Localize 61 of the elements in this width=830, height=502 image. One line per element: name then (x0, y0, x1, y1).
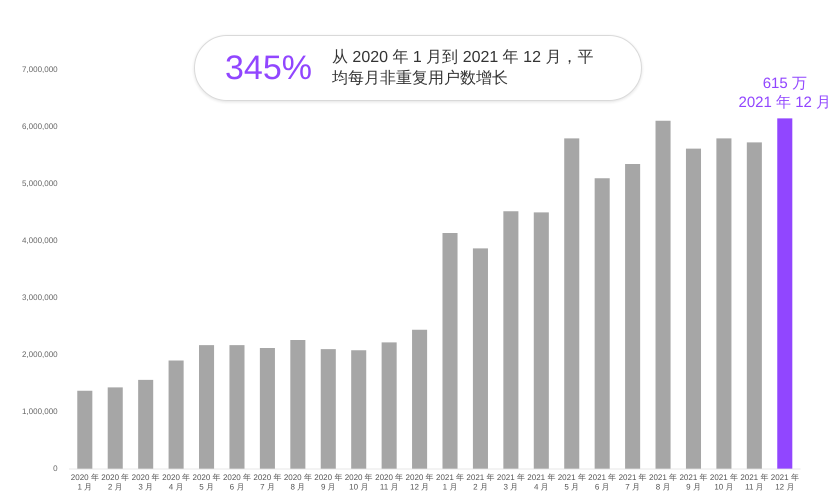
bar (716, 138, 732, 469)
y-tick-label: 2,000,000 (22, 350, 58, 360)
x-tick-label: 2020 年 9 月 (314, 472, 342, 492)
bar (290, 340, 306, 469)
x-tick-label: 2021 年 3 月 (496, 472, 525, 492)
x-tick-label: 2020 年 6 月 (222, 472, 251, 492)
x-tick-label: 2021 年 9 月 (679, 472, 708, 492)
x-tick-label: 2020 年 7 月 (253, 472, 282, 492)
x-tick-label: 2021 年 12 月 (770, 472, 799, 492)
x-tick-label: 2020 年 11 月 (375, 472, 404, 492)
y-tick-label: 7,000,000 (22, 65, 58, 74)
bar (412, 330, 428, 469)
x-tick-label: 2020 年 12 月 (406, 472, 434, 492)
bar (442, 232, 458, 469)
x-tick-label: 2021 年 8 月 (649, 472, 678, 492)
x-tick-label: 2021 年 5 月 (558, 472, 586, 492)
x-tick-label: 2020 年 10 月 (344, 472, 373, 492)
bar (77, 390, 92, 469)
bar (564, 138, 580, 469)
y-tick-label: 4,000,000 (22, 236, 58, 246)
annotation: 从 2020 年 1 月到 2021 年 12 月，平均每月非重复用户数增长 (332, 48, 594, 89)
bar (168, 360, 184, 469)
bar (320, 349, 336, 469)
x-tick-label: 2020 年 5 月 (192, 472, 221, 492)
x-tick-label: 2020 年 1 月 (70, 472, 99, 492)
x-tick-label: 2021 年 10 月 (710, 472, 738, 492)
bar (625, 164, 640, 469)
bar (594, 178, 610, 469)
x-tick-label: 2020 年 4 月 (162, 472, 190, 492)
y-tick-label: 3,000,000 (22, 293, 58, 302)
x-tick-label: 2020 年 2 月 (101, 472, 130, 492)
x-tick-label: 2021 年 2 月 (466, 472, 494, 492)
y-tick-label: 0 (53, 464, 58, 474)
x-tick-label: 2020 年 3 月 (132, 472, 160, 492)
annotation: 2021 年 12 月 (738, 94, 830, 112)
bar (108, 387, 123, 469)
y-tick-label: 5,000,000 (22, 179, 58, 188)
x-tick-label: 2021 年 1 月 (436, 472, 464, 492)
x-tick-label: 2021 年 6 月 (588, 472, 616, 492)
bar (534, 212, 549, 469)
bar (229, 345, 245, 469)
bar (686, 148, 702, 469)
bar (777, 118, 792, 469)
x-tick-label: 2021 年 7 月 (618, 472, 647, 492)
rounded-callout-box: 345% 从 2020 年 1 月到 2021 年 12 月，平均每月非重复用户数增长 (194, 35, 642, 101)
bar (260, 348, 275, 469)
x-tick-label: 2021 年 4 月 (527, 472, 556, 492)
y-tick-label: 1,000,000 (22, 407, 58, 416)
bar (656, 120, 671, 469)
bar (199, 345, 214, 469)
bar (382, 342, 397, 469)
x-tick-label: 2020 年 8 月 (284, 472, 312, 492)
bar (746, 142, 762, 469)
annotation: 345% (225, 48, 312, 88)
bar (138, 380, 154, 469)
bar (472, 248, 488, 469)
annotation: 615 万 (762, 75, 807, 92)
x-tick-label: 2021 年 11 月 (740, 472, 768, 492)
bar (503, 211, 518, 469)
bar (351, 350, 366, 469)
y-tick-label: 6,000,000 (22, 122, 58, 132)
